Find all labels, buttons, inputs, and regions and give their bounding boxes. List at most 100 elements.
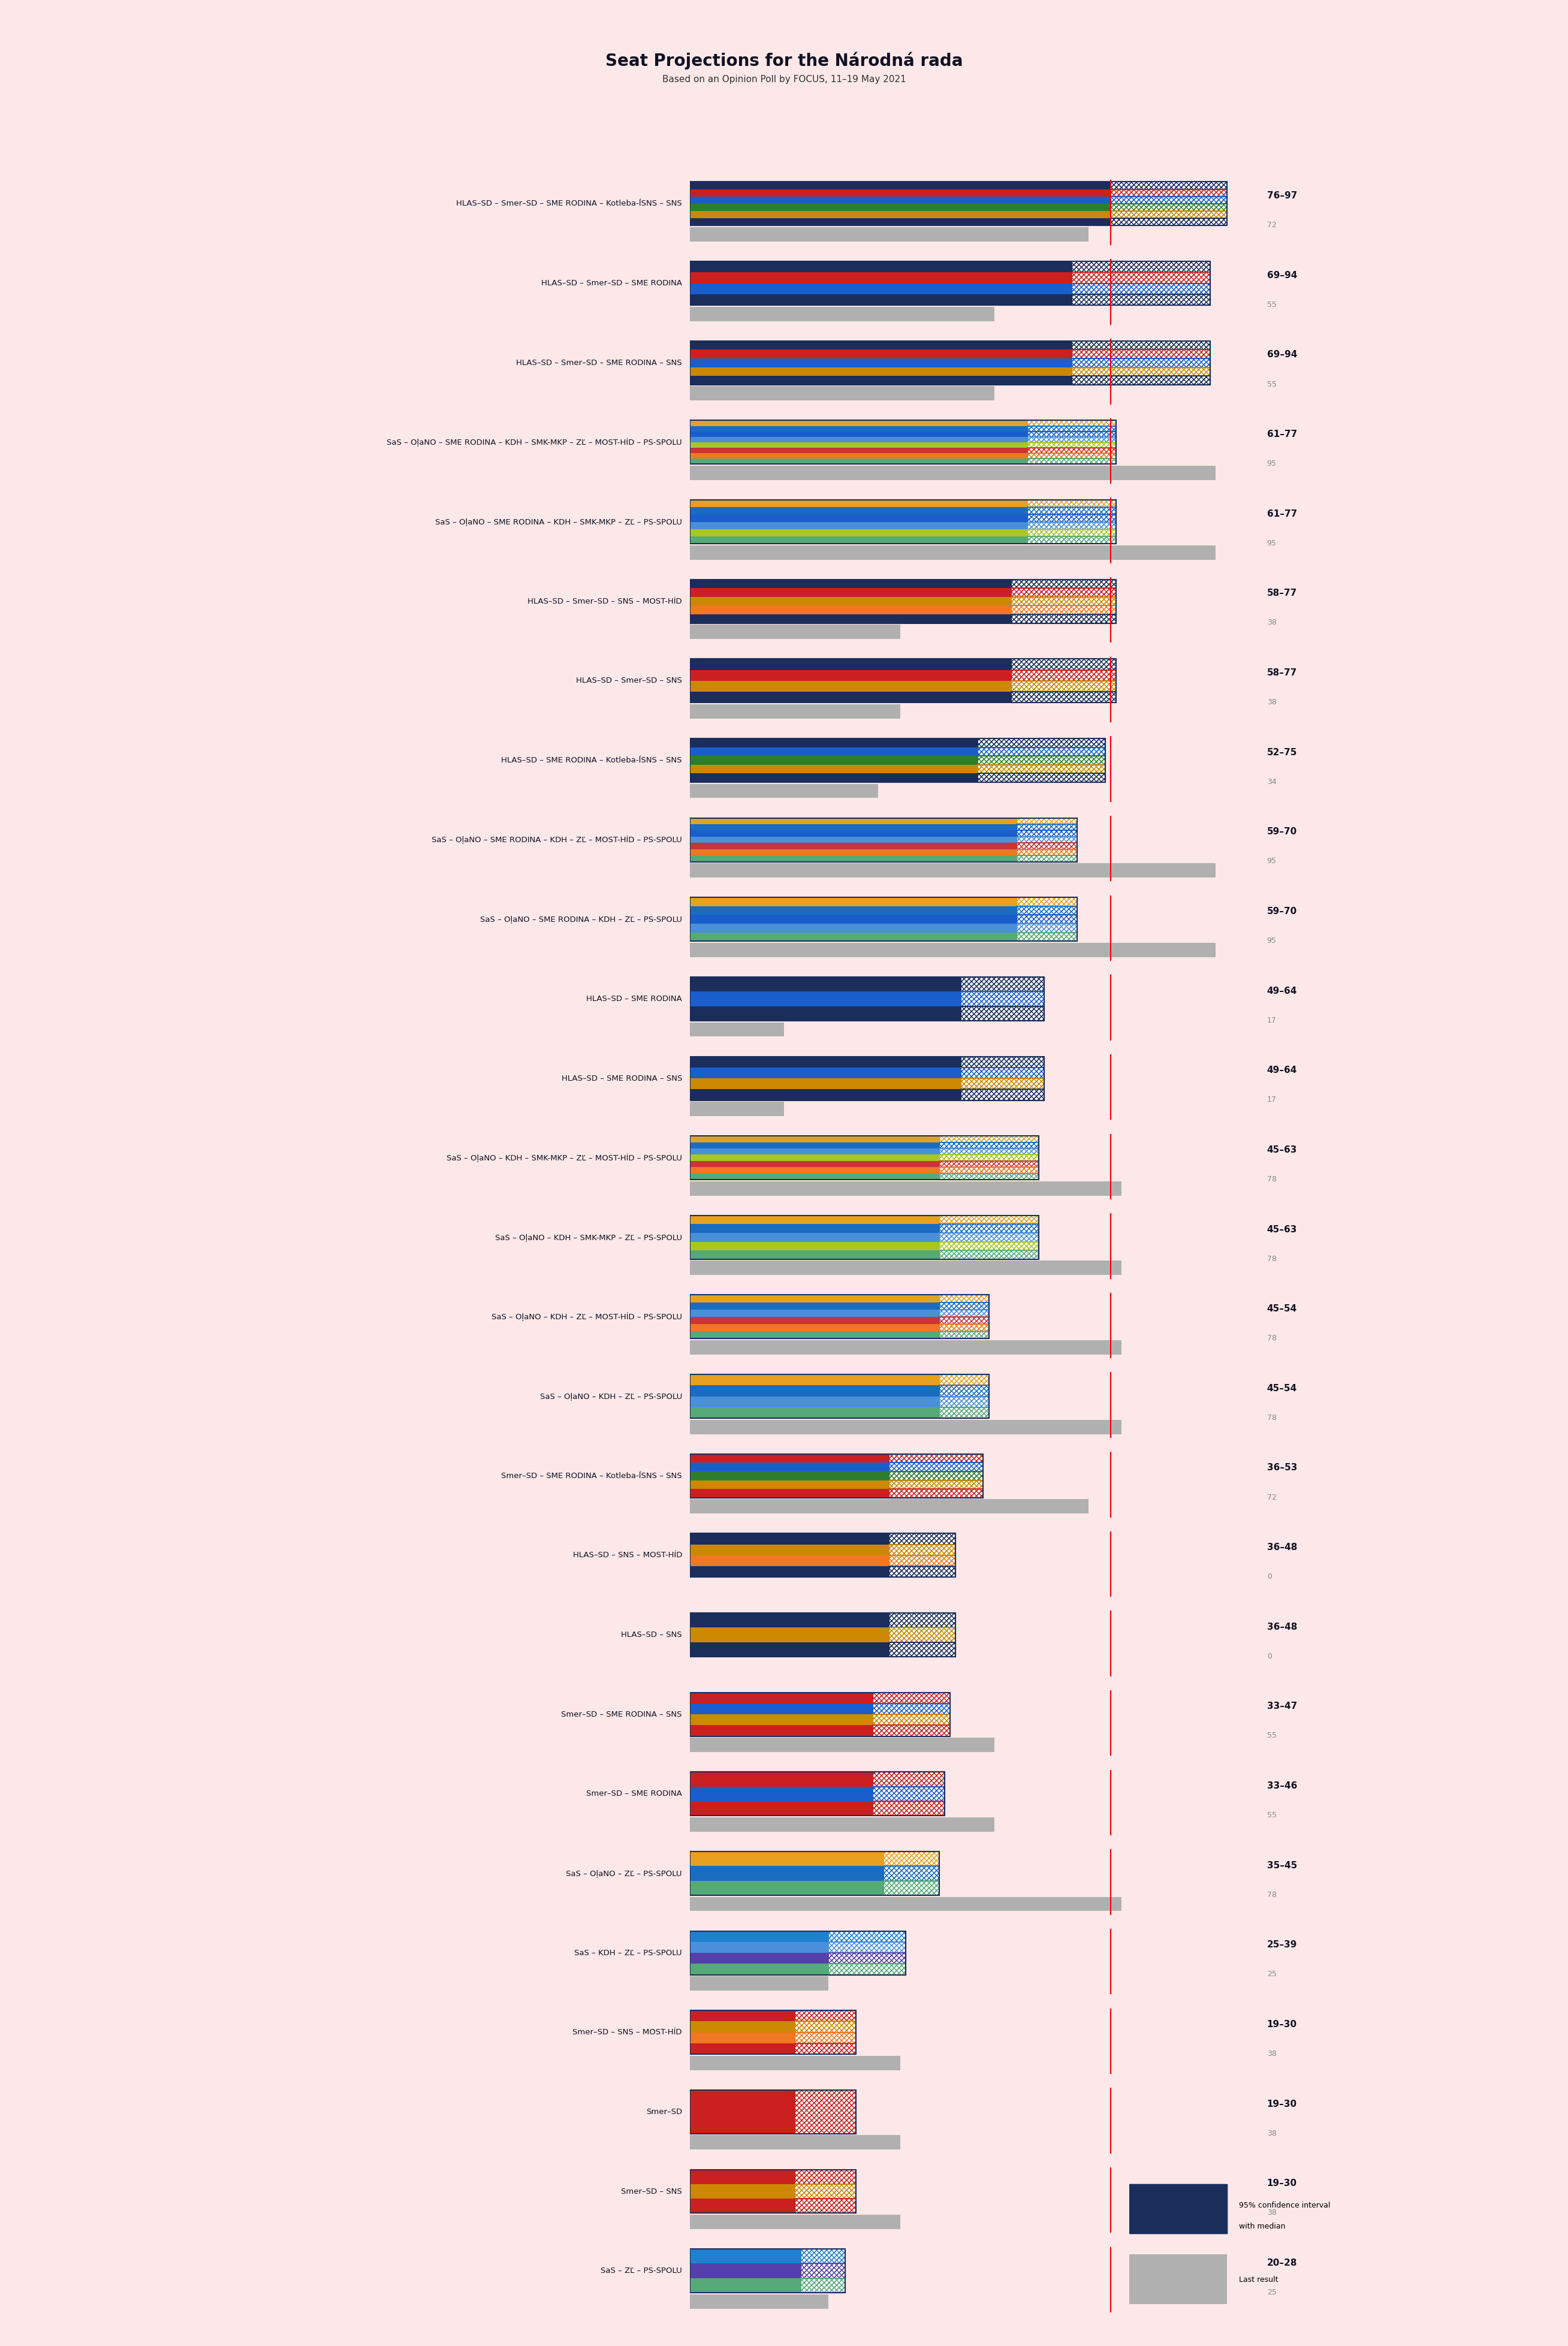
Bar — [1110, 190, 1226, 197]
Text: 45–63: 45–63 — [1267, 1145, 1297, 1154]
Bar — [690, 1333, 939, 1340]
Bar — [1016, 842, 1077, 849]
Text: 45–54: 45–54 — [1267, 1304, 1297, 1314]
Bar — [939, 1408, 989, 1419]
Bar — [872, 1703, 950, 1715]
Bar — [939, 1135, 1038, 1180]
Bar — [795, 2090, 856, 2135]
Bar — [690, 1316, 939, 1323]
Bar — [884, 1881, 939, 1896]
Bar — [690, 2250, 845, 2292]
Bar — [795, 2032, 856, 2043]
Bar — [828, 1964, 906, 1975]
Bar — [690, 704, 900, 718]
Bar — [690, 1006, 961, 1021]
Bar — [690, 2083, 1254, 2163]
Bar — [1027, 500, 1116, 507]
Text: SaS – OļaNO – KDH – ZĽ – MOST-HÍD – PS-SPOLU: SaS – OļaNO – KDH – ZĽ – MOST-HÍD – PS-S… — [491, 1311, 682, 1321]
Text: 55: 55 — [1267, 1811, 1276, 1818]
Bar — [939, 1295, 989, 1302]
Bar — [690, 359, 1073, 368]
Text: 19–30: 19–30 — [1267, 2179, 1297, 2189]
Bar — [795, 2198, 856, 2212]
Bar — [690, 1851, 939, 1896]
Bar — [690, 2022, 795, 2032]
Bar — [690, 2011, 856, 2055]
Bar — [1016, 931, 1077, 941]
Bar — [1027, 500, 1116, 507]
Bar — [939, 1309, 989, 1316]
Bar — [939, 1143, 1038, 1150]
Bar — [690, 420, 1027, 427]
Text: 38: 38 — [1267, 619, 1276, 626]
Bar — [1110, 218, 1226, 225]
Bar — [690, 183, 1226, 225]
Bar — [690, 228, 1088, 242]
Bar — [872, 1771, 944, 1788]
Bar — [978, 755, 1105, 765]
Bar — [939, 1396, 989, 1408]
Bar — [1110, 204, 1226, 211]
Bar — [961, 1006, 1044, 1021]
Text: 59–70: 59–70 — [1267, 908, 1297, 915]
Bar — [889, 1614, 955, 1628]
Bar — [889, 1462, 983, 1471]
Text: 20–28: 20–28 — [1267, 2259, 1297, 2266]
Bar — [690, 183, 1110, 190]
Text: HLAS–SD – SME RODINA – SNS: HLAS–SD – SME RODINA – SNS — [561, 1074, 682, 1082]
Text: SaS – OļaNO – KDH – ZĽ – PS-SPOLU: SaS – OļaNO – KDH – ZĽ – PS-SPOLU — [539, 1394, 682, 1401]
Text: HLAS–SD – Smer–SD – SNS – MOST-HÍD: HLAS–SD – Smer–SD – SNS – MOST-HÍD — [528, 598, 682, 605]
Bar — [1110, 190, 1226, 197]
Bar — [1027, 420, 1116, 465]
Bar — [690, 1241, 939, 1250]
Bar — [1016, 924, 1077, 931]
Bar — [801, 2250, 845, 2264]
Bar — [690, 1555, 889, 1567]
Bar — [690, 427, 1027, 432]
Bar — [690, 579, 1011, 589]
Bar — [690, 293, 1073, 305]
Bar — [961, 1079, 1044, 1089]
Bar — [690, 256, 1254, 335]
Text: SaS – OļaNO – SME RODINA – KDH – SMK-MKP – ZĽ – PS-SPOLU: SaS – OļaNO – SME RODINA – KDH – SMK-MKP… — [436, 518, 682, 526]
Bar — [1027, 500, 1116, 544]
Bar — [690, 1614, 889, 1628]
Text: 72: 72 — [1267, 1494, 1276, 1501]
Bar — [939, 1316, 989, 1323]
Text: 78: 78 — [1267, 1335, 1276, 1342]
Bar — [939, 1302, 989, 1309]
Bar — [690, 1771, 944, 1816]
Bar — [939, 1295, 989, 1302]
Bar — [690, 1396, 939, 1408]
Bar — [1027, 537, 1116, 544]
Bar — [690, 272, 1073, 284]
Bar — [690, 1168, 939, 1173]
Text: HLAS–SD – Smer–SD – SNS: HLAS–SD – Smer–SD – SNS — [575, 678, 682, 685]
Bar — [690, 838, 1016, 842]
Bar — [939, 1173, 1038, 1180]
Bar — [939, 1154, 1038, 1161]
Bar — [961, 976, 1044, 992]
Text: 59–70: 59–70 — [1267, 828, 1297, 835]
Bar — [939, 1241, 1038, 1250]
Bar — [1073, 340, 1210, 350]
Bar — [872, 1691, 950, 1703]
Bar — [872, 1788, 944, 1802]
Text: 17: 17 — [1267, 1096, 1276, 1103]
Bar — [978, 746, 1105, 755]
Text: 49–64: 49–64 — [1267, 1065, 1297, 1074]
Bar — [690, 1628, 889, 1642]
Bar — [690, 755, 978, 765]
Bar — [690, 1642, 889, 1656]
Bar — [1073, 272, 1210, 284]
Bar — [690, 1802, 872, 1816]
Bar — [961, 1089, 1044, 1100]
Bar — [1016, 819, 1077, 823]
Bar — [690, 680, 1011, 692]
Bar — [872, 1703, 950, 1715]
Bar — [939, 1333, 989, 1340]
Bar — [1027, 436, 1116, 443]
Bar — [690, 1691, 872, 1703]
Text: 52–75: 52–75 — [1267, 748, 1297, 758]
Bar — [1011, 680, 1116, 692]
